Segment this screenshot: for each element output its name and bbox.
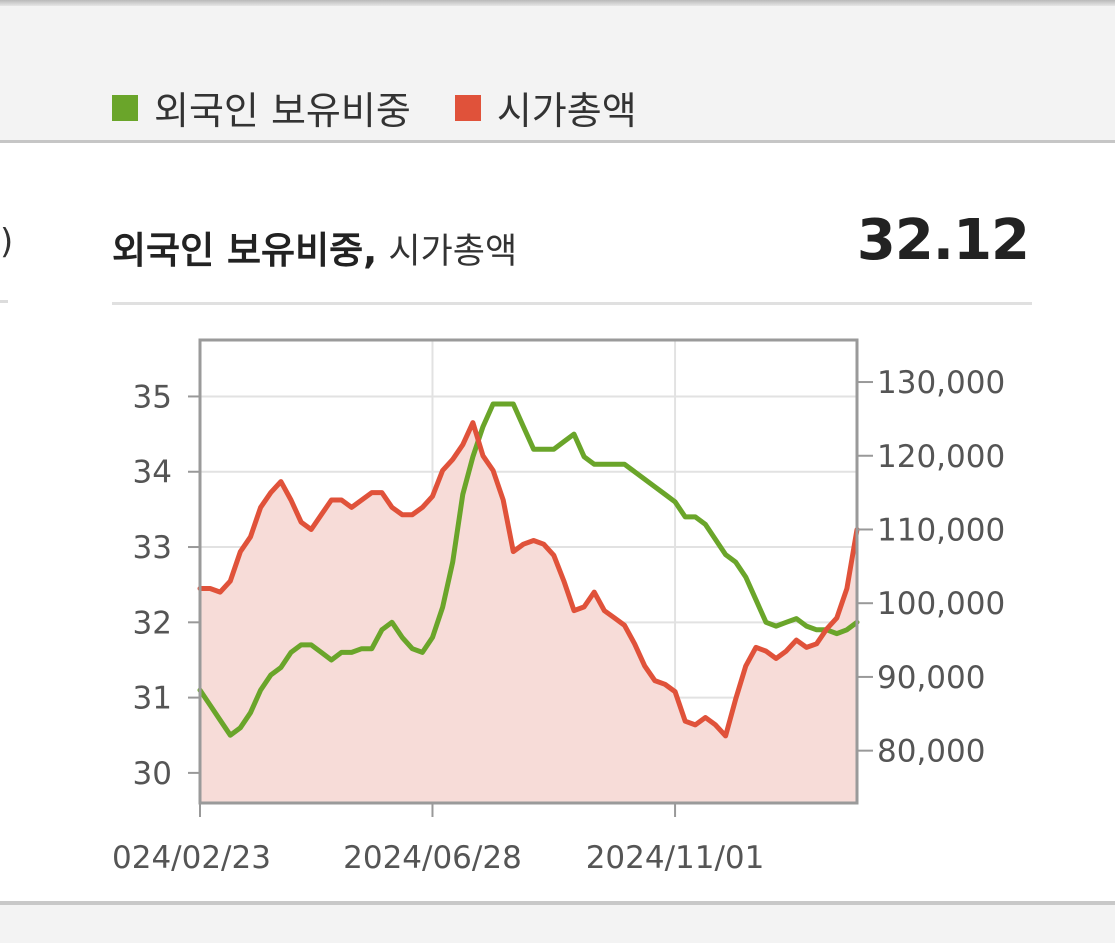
y-left-tick-label: 31 <box>133 681 172 717</box>
current-value: 32.12 <box>856 208 1030 273</box>
x-tick-label: 2024/06/28 <box>343 840 522 876</box>
legend-item-foreign-ownership[interactable]: 외국인 보유비중 <box>112 80 411 135</box>
y-left-tick-label: 34 <box>133 455 172 491</box>
x-tick-label: 024/02/23 <box>112 840 271 876</box>
previous-card-edge-glyph: ) <box>0 222 14 262</box>
legend-label: 외국인 보유비중 <box>154 89 411 133</box>
x-tick-label: 2024/11/01 <box>586 840 765 876</box>
legend-swatch-green <box>112 94 138 121</box>
market-cap-area <box>200 422 857 803</box>
legend-swatch-red <box>454 94 481 121</box>
series-line-foreign-ownership <box>197 401 860 738</box>
y-right-tick-label: 90,000 <box>877 660 985 696</box>
chart-title-rest: 시가총액 <box>377 232 518 272</box>
y-left-tick-label: 32 <box>133 605 172 641</box>
y-right-tick-label: 80,000 <box>877 734 985 770</box>
y-right-tick-label: 130,000 <box>877 365 1005 401</box>
y-right-tick-label: 100,000 <box>877 586 1005 622</box>
legend-label: 시가총액 <box>496 89 637 133</box>
chart-title: 외국인 보유비중, 시가총액 <box>112 220 517 274</box>
y-right-tick-label: 110,000 <box>877 512 1005 548</box>
legend-bar: 외국인 보유비중 시가총액 <box>0 6 1115 143</box>
chart-legend: 외국인 보유비중 시가총액 <box>112 80 681 135</box>
y-right-tick-label: 120,000 <box>877 439 1005 475</box>
bottom-rule <box>0 901 1115 905</box>
footer-strip <box>0 905 1115 943</box>
plot-border <box>198 338 859 805</box>
y-left-tick-label: 33 <box>133 530 172 566</box>
y-left-tick-label: 30 <box>133 756 172 792</box>
top-shadow-rule <box>0 0 1115 6</box>
y-left-tick-label: 35 <box>133 379 172 415</box>
header-divider <box>112 302 1032 305</box>
previous-card-edge-rule <box>0 300 8 303</box>
legend-item-market-cap[interactable]: 시가총액 <box>454 80 637 135</box>
chart-title-bold: 외국인 보유비중, <box>112 229 378 272</box>
series-line-market-cap <box>197 420 860 739</box>
